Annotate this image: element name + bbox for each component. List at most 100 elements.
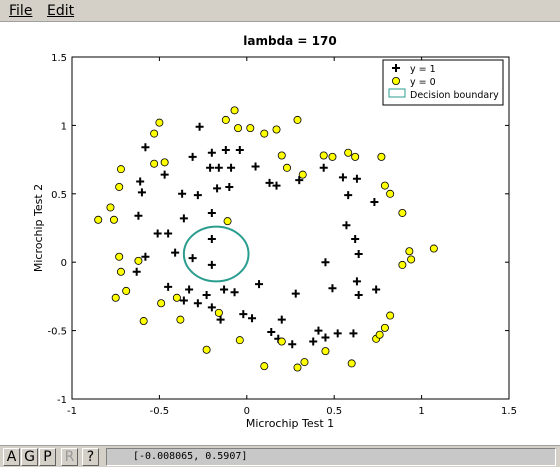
point-y0 bbox=[344, 148, 353, 157]
point-y1 bbox=[206, 163, 215, 172]
point-y0 bbox=[398, 260, 407, 269]
point-y1 bbox=[188, 152, 197, 161]
point-y0 bbox=[347, 359, 356, 368]
y-tick-label: 1.5 bbox=[51, 53, 67, 64]
point-y1 bbox=[288, 340, 297, 349]
x-tick-label: 1.5 bbox=[501, 406, 517, 417]
status-bar: A G P R ? [-0.008065, 0.5907] bbox=[0, 445, 560, 467]
point-y1 bbox=[179, 296, 188, 305]
point-y1 bbox=[351, 234, 360, 243]
point-y1 bbox=[207, 234, 216, 243]
menu-file-label: File bbox=[9, 3, 33, 19]
point-y0 bbox=[221, 115, 230, 124]
point-y1 bbox=[207, 208, 216, 217]
data-marks bbox=[94, 106, 438, 372]
point-y0 bbox=[235, 336, 244, 345]
menu-edit[interactable]: Edit bbox=[47, 3, 74, 19]
point-y0 bbox=[260, 129, 269, 138]
y-tick-label: 0 bbox=[61, 258, 67, 269]
x-tick-label: -0.5 bbox=[150, 406, 170, 417]
point-y1 bbox=[372, 285, 381, 294]
point-y0 bbox=[230, 106, 239, 115]
tool-button-axes[interactable]: A bbox=[3, 448, 20, 466]
point-y1 bbox=[207, 303, 216, 312]
point-y1 bbox=[267, 327, 276, 336]
point-y1 bbox=[354, 249, 363, 258]
point-y1 bbox=[321, 258, 330, 267]
point-y0 bbox=[94, 215, 103, 224]
point-y0 bbox=[109, 215, 118, 224]
tool-button-rotate[interactable]: R bbox=[61, 448, 78, 466]
point-y0 bbox=[160, 158, 169, 167]
legend-entry-label: Decision boundary bbox=[410, 90, 499, 101]
point-y0 bbox=[134, 256, 143, 265]
point-y0 bbox=[429, 244, 438, 253]
point-y1 bbox=[185, 285, 194, 294]
point-y0 bbox=[223, 217, 232, 226]
y-tick-label: 0.5 bbox=[51, 190, 67, 201]
chart-title: lambda = 170 bbox=[243, 34, 336, 48]
point-y0 bbox=[176, 315, 185, 324]
point-y1 bbox=[349, 329, 358, 338]
point-y0 bbox=[116, 165, 125, 174]
menu-file[interactable]: File bbox=[9, 3, 32, 19]
point-y1 bbox=[141, 143, 150, 152]
tool-button-grid[interactable]: G bbox=[21, 448, 38, 466]
point-y0 bbox=[386, 189, 395, 198]
y-tick-label: 1 bbox=[61, 121, 67, 132]
point-y1 bbox=[352, 277, 361, 286]
point-y0 bbox=[375, 330, 384, 339]
point-y1 bbox=[202, 291, 211, 300]
point-y1 bbox=[272, 181, 281, 190]
point-y0 bbox=[298, 170, 307, 179]
point-y1 bbox=[328, 284, 337, 293]
point-y1 bbox=[230, 288, 239, 297]
point-y1 bbox=[354, 291, 363, 300]
point-y1 bbox=[134, 211, 143, 220]
point-y1 bbox=[295, 176, 304, 185]
legend-entry-label: y = 0 bbox=[410, 77, 436, 88]
point-y1 bbox=[171, 248, 180, 257]
point-y0 bbox=[150, 159, 159, 168]
point-y0 bbox=[351, 152, 360, 161]
legend-entry-label: y = 1 bbox=[410, 64, 436, 75]
point-y1 bbox=[265, 178, 274, 187]
point-y0 bbox=[300, 358, 309, 367]
point-y1 bbox=[251, 162, 260, 171]
point-y0 bbox=[380, 323, 389, 332]
point-y0 bbox=[321, 347, 330, 356]
chart: lambda = 170 -1 -0.5 0 0.5 1 1.5 -1 -0.5 0 0.5 1 1.… bbox=[32, 34, 517, 430]
tool-button-pan[interactable]: P bbox=[39, 448, 56, 466]
x-tick-label: -1 bbox=[67, 406, 77, 417]
point-y1 bbox=[179, 214, 188, 223]
point-y1 bbox=[319, 163, 328, 172]
plot-area[interactable] bbox=[71, 56, 510, 400]
legend: y = 1 y = 0 Decision boundary bbox=[382, 59, 504, 106]
point-y1 bbox=[291, 289, 300, 298]
point-y0 bbox=[246, 124, 255, 133]
y-tick-label: -0.5 bbox=[47, 327, 67, 338]
point-y0 bbox=[115, 252, 124, 261]
point-y1 bbox=[277, 315, 286, 324]
point-y1 bbox=[207, 148, 216, 157]
point-y1 bbox=[153, 229, 162, 238]
tool-button-help[interactable]: ? bbox=[82, 448, 99, 466]
point-y0 bbox=[407, 255, 416, 264]
point-y1 bbox=[314, 326, 323, 335]
point-y0 bbox=[260, 362, 269, 371]
point-y0 bbox=[106, 203, 115, 212]
point-y1 bbox=[136, 177, 145, 186]
point-y1 bbox=[137, 188, 146, 197]
point-y0 bbox=[111, 293, 120, 302]
point-y0 bbox=[150, 129, 159, 138]
point-y1 bbox=[342, 221, 351, 230]
point-y1 bbox=[178, 189, 187, 198]
x-tick-label: 0 bbox=[244, 406, 250, 417]
point-y0 bbox=[172, 293, 181, 302]
point-y1 bbox=[188, 254, 197, 263]
point-y0 bbox=[272, 125, 281, 134]
point-y1 bbox=[370, 198, 379, 207]
point-y1 bbox=[207, 260, 216, 269]
y-axis-label: Microchip Test 2 bbox=[32, 184, 45, 272]
point-y1 bbox=[216, 315, 225, 324]
